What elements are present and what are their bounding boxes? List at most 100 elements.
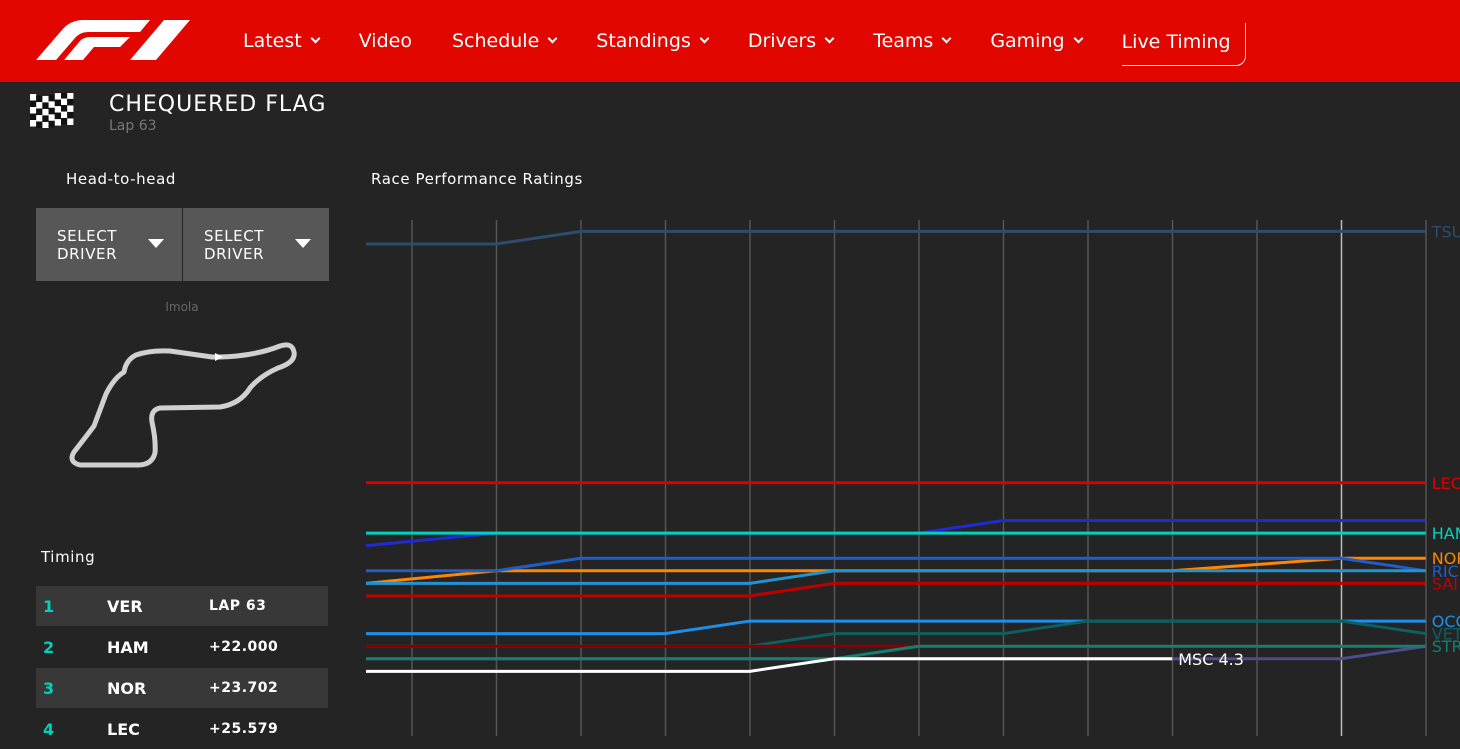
timing-row[interactable]: 4 LEC +25.579 bbox=[36, 709, 328, 749]
series-label-nor: NOR 5.2 bbox=[1432, 549, 1460, 568]
flag-square bbox=[67, 93, 74, 99]
driver-select-a[interactable]: SELECT DRIVER bbox=[36, 208, 182, 281]
flag-square bbox=[48, 101, 55, 108]
nav-item-label: Latest bbox=[243, 30, 302, 52]
flag-square bbox=[48, 114, 55, 121]
nav-item-live-timing[interactable]: Live Timing bbox=[1121, 22, 1246, 66]
caret-down-icon bbox=[295, 239, 311, 248]
timing-gap: +22.000 bbox=[209, 639, 279, 655]
series-line-str[interactable] bbox=[366, 644, 1426, 661]
chevron-down-icon bbox=[941, 33, 952, 44]
chevron-down-icon bbox=[310, 33, 321, 44]
timing-position: 4 bbox=[43, 719, 55, 739]
timing-row[interactable]: 1 VER LAP 63 bbox=[36, 586, 328, 626]
flag-square bbox=[36, 102, 43, 109]
nav-item-label: Standings bbox=[596, 30, 691, 52]
flag-square bbox=[42, 115, 49, 122]
flag-square bbox=[30, 113, 37, 120]
f1-logo-icon[interactable] bbox=[32, 16, 192, 62]
driver-select-label: SELECT DRIVER bbox=[204, 227, 265, 263]
nav-item-drivers[interactable]: Drivers bbox=[747, 30, 835, 52]
nav-item-teams[interactable]: Teams bbox=[873, 30, 952, 52]
series-label-str: STR 4.5 bbox=[1432, 637, 1460, 656]
nav-item-video[interactable]: Video bbox=[359, 30, 412, 52]
series-label-tsu: TSU 7.8 bbox=[1431, 222, 1460, 241]
flag-square bbox=[30, 100, 37, 107]
timing-row[interactable]: 2 HAM +22.000 bbox=[36, 627, 328, 667]
flag-square bbox=[30, 107, 37, 114]
chevron-down-icon bbox=[699, 33, 710, 44]
track-map-icon bbox=[69, 342, 297, 468]
flag-square bbox=[42, 102, 49, 109]
nav-item-schedule[interactable]: Schedule bbox=[451, 30, 558, 52]
driver-select-b[interactable]: SELECT DRIVER bbox=[183, 208, 329, 281]
flag-square bbox=[36, 108, 43, 116]
flag-square bbox=[61, 118, 68, 125]
series-line-alo[interactable] bbox=[366, 569, 1426, 585]
nav-item-gaming[interactable]: Gaming bbox=[990, 30, 1084, 52]
series-line-sai[interactable] bbox=[366, 581, 1426, 598]
nav-item-label: Schedule bbox=[451, 30, 540, 52]
flag-square bbox=[48, 94, 55, 102]
nav-item-latest[interactable]: Latest bbox=[243, 30, 321, 52]
series-line-ric[interactable] bbox=[366, 556, 1426, 573]
timing-row[interactable]: 3 NOR +23.702 bbox=[36, 668, 328, 708]
timing-position: 1 bbox=[43, 596, 55, 616]
chart-title: Race Performance Ratings bbox=[371, 170, 583, 188]
top-navigation-bar: Latest Video Schedule Standings Drivers Teams… bbox=[0, 0, 1460, 82]
flag-square bbox=[36, 121, 43, 128]
start-marker-icon bbox=[215, 353, 223, 361]
series-label-vet: VET 4.7 bbox=[1432, 625, 1460, 644]
series-label-lec: LEC 5.8 bbox=[1432, 474, 1460, 493]
series-label-ham: HAM 5.4 bbox=[1432, 524, 1460, 543]
series-line-gio[interactable] bbox=[366, 644, 1426, 661]
flag-square bbox=[54, 119, 61, 126]
flag-square bbox=[61, 111, 68, 119]
series-label-sai: SAI 5 bbox=[1432, 574, 1460, 593]
flag-square bbox=[67, 111, 74, 119]
flag-square bbox=[36, 95, 43, 103]
timing-title: Timing bbox=[41, 548, 96, 566]
series-line-tsu[interactable] bbox=[366, 229, 1426, 246]
timing-gap: LAP 63 bbox=[209, 598, 267, 614]
flag-square bbox=[54, 99, 61, 107]
flag-square bbox=[48, 107, 55, 115]
nav-item-label: Video bbox=[358, 30, 412, 52]
chequered-flag-icon bbox=[30, 93, 74, 128]
nav-item-label: Gaming bbox=[990, 30, 1065, 52]
track-name: Imola bbox=[165, 300, 199, 314]
flag-square bbox=[54, 93, 61, 100]
chevron-down-icon bbox=[824, 33, 835, 44]
timing-position: 2 bbox=[43, 637, 55, 657]
timing-driver-code: NOR bbox=[107, 678, 147, 698]
driver-select-label: SELECT DRIVER bbox=[57, 227, 118, 263]
nav-item-label: Teams bbox=[873, 30, 934, 52]
chevron-down-icon bbox=[1073, 33, 1084, 44]
flag-square bbox=[42, 95, 49, 103]
flag-square bbox=[67, 105, 74, 112]
series-label-msc: MSC 4.3 bbox=[1178, 650, 1244, 669]
flag-square bbox=[42, 121, 49, 128]
flag-square bbox=[54, 112, 61, 120]
timing-driver-code: HAM bbox=[107, 637, 149, 657]
flag-square bbox=[48, 120, 55, 128]
chevron-down-icon bbox=[547, 33, 558, 44]
flag-square bbox=[67, 98, 74, 106]
head-to-head-title: Head-to-head bbox=[66, 170, 177, 188]
series-line-msc[interactable] bbox=[366, 657, 1173, 673]
series-label-ric: RIC 5.1 bbox=[1432, 562, 1460, 581]
flag-square bbox=[61, 93, 68, 99]
flag-square bbox=[67, 118, 74, 125]
flag-square bbox=[54, 106, 61, 113]
flag-square bbox=[61, 98, 68, 106]
session-status: CHEQUERED FLAG bbox=[109, 92, 327, 117]
timing-position: 3 bbox=[43, 678, 55, 698]
nav-item-label: Drivers bbox=[747, 30, 817, 52]
current-lap: Lap 63 bbox=[109, 118, 157, 134]
flag-square bbox=[30, 120, 37, 127]
nav-item-standings[interactable]: Standings bbox=[596, 30, 710, 52]
flag-square bbox=[36, 115, 43, 122]
flag-square bbox=[61, 105, 68, 112]
caret-down-icon bbox=[148, 239, 164, 248]
series-line-oco[interactable] bbox=[366, 619, 1426, 636]
